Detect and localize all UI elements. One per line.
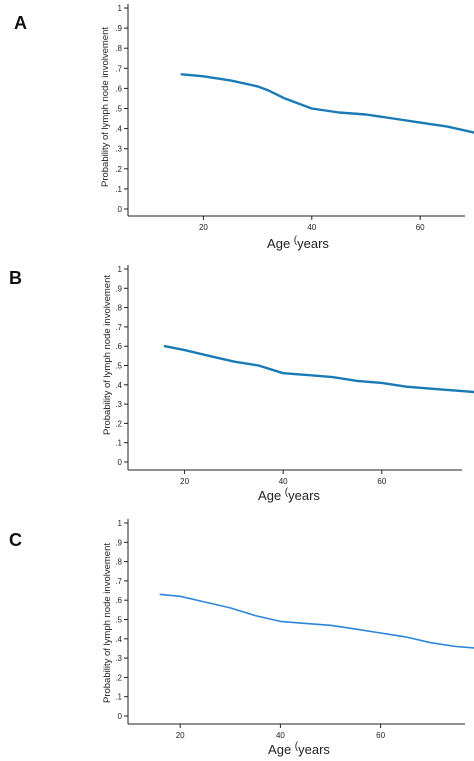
y-tick-label: .4: [115, 125, 122, 134]
y-tick-label: .9: [115, 538, 122, 547]
x-tick-label: 40: [307, 223, 316, 232]
y-tick-label: .1: [115, 185, 122, 194]
x-axis-title: Age (years: [258, 487, 320, 503]
panel-label: C: [9, 530, 22, 550]
y-tick-label: .4: [115, 635, 122, 644]
y-tick-label: .8: [115, 558, 122, 567]
panel-label: A: [14, 13, 27, 33]
y-tick-label: .8: [115, 44, 122, 53]
series-line: [159, 593, 474, 649]
y-tick-label: 1: [118, 519, 123, 528]
y-tick-label: .1: [115, 693, 122, 702]
y-tick-label: .5: [115, 362, 122, 371]
y-tick-label: .1: [115, 439, 122, 448]
y-tick-label: .3: [115, 400, 122, 409]
y-tick-label: .6: [115, 596, 122, 605]
y-tick-label: .2: [115, 419, 122, 428]
y-tick-label: .6: [115, 342, 122, 351]
series-line: [180, 73, 474, 134]
x-tick-label: 60: [376, 731, 385, 740]
y-tick-label: 1: [118, 4, 123, 13]
chart-panel-a: A0.1.2.3.4.5.6.7.8.9120406080100Probabil…: [14, 4, 474, 251]
y-tick-label: .4: [115, 381, 122, 390]
y-tick-label: .3: [115, 654, 122, 663]
y-tick-label: 0: [118, 458, 123, 467]
x-axis-title: Age (years: [268, 741, 330, 757]
chart-panel-c: C0.1.2.3.4.5.6.7.8.9120406080100Probabil…: [9, 519, 474, 757]
y-tick-label: .7: [115, 577, 122, 586]
y-tick-label: .6: [115, 84, 122, 93]
y-axis-title: Probability of lymph node involvement: [100, 27, 111, 187]
y-axis-title: Probability of lymph node involvement: [102, 275, 113, 435]
y-tick-label: .5: [115, 105, 122, 114]
x-tick-label: 20: [176, 731, 185, 740]
y-tick-label: .9: [115, 24, 122, 33]
y-tick-label: .8: [115, 304, 122, 313]
y-axis-title: Probability of lymph node involvement: [102, 543, 113, 703]
y-tick-label: .5: [115, 616, 122, 625]
y-tick-label: 1: [118, 265, 123, 274]
x-tick-label: 20: [180, 477, 189, 486]
y-tick-label: 0: [118, 712, 123, 721]
y-tick-label: .2: [115, 165, 122, 174]
x-axis-title: Age (years: [267, 235, 329, 251]
x-tick-label: 40: [279, 477, 288, 486]
chart-panel-b: B0.1.2.3.4.5.6.7.8.9120406080100Probabil…: [9, 265, 474, 503]
y-tick-label: .9: [115, 284, 122, 293]
y-tick-label: .7: [115, 323, 122, 332]
y-tick-label: .3: [115, 145, 122, 154]
panel-label: B: [9, 268, 22, 288]
x-tick-label: 60: [416, 223, 425, 232]
y-tick-label: 0: [118, 205, 123, 214]
x-tick-label: 40: [276, 731, 285, 740]
series-line: [163, 345, 474, 394]
x-tick-label: 20: [199, 223, 208, 232]
y-tick-label: .7: [115, 64, 122, 73]
y-tick-label: .2: [115, 673, 122, 682]
x-tick-label: 60: [377, 477, 386, 486]
